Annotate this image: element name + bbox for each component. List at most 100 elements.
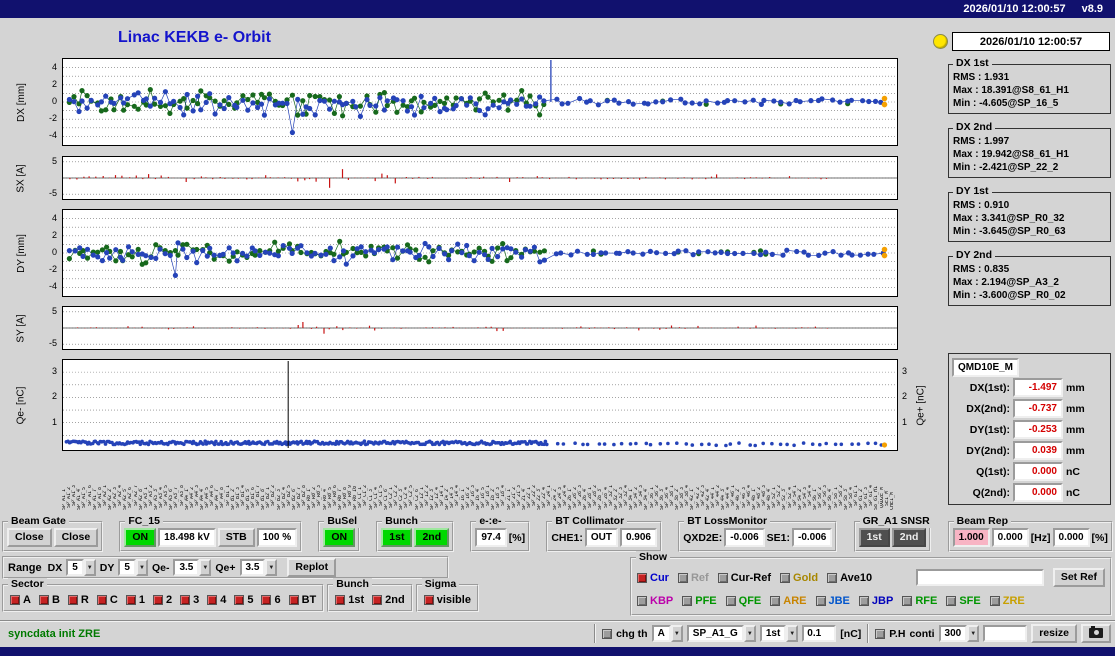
chg-th-checkbox[interactable] xyxy=(602,628,613,639)
sector-6-label: 6 xyxy=(274,594,281,606)
threshold-input[interactable] xyxy=(802,625,837,642)
show-ave10[interactable]: Ave10 xyxy=(827,572,872,584)
show-ave10-checkbox[interactable] xyxy=(827,572,838,583)
sector-a[interactable]: A xyxy=(10,594,31,606)
show-sfe[interactable]: SFE xyxy=(946,595,981,607)
gr-snsr-2nd-button[interactable]: 2nd xyxy=(891,528,927,547)
bunch-2nd-button[interactable]: 2nd xyxy=(414,528,450,547)
range-dy-select[interactable]: 5 ▼ xyxy=(118,559,148,576)
fc15-on-button[interactable]: ON xyxy=(124,528,157,547)
set-ref-button[interactable]: Set Ref xyxy=(1052,568,1105,587)
dropdown-icon: ▼ xyxy=(786,625,799,642)
fc15-stb-button[interactable]: STB xyxy=(217,528,255,547)
sector-4[interactable]: 4 xyxy=(207,594,226,606)
nc-unit-label: [nC] xyxy=(840,627,862,640)
sector-5-checkbox[interactable] xyxy=(234,595,245,605)
show-cur[interactable]: Cur xyxy=(637,572,669,584)
sector-3-checkbox[interactable] xyxy=(180,595,191,605)
show-kbp[interactable]: KBP xyxy=(637,595,673,607)
show-ref[interactable]: Ref xyxy=(677,572,709,584)
show-pfe-checkbox[interactable] xyxy=(682,595,693,606)
show-rfe[interactable]: RFE xyxy=(902,595,937,607)
sector-3[interactable]: 3 xyxy=(180,594,199,606)
range-qe-plus-select[interactable]: 3.5 ▼ xyxy=(239,559,278,576)
sector-a-checkbox[interactable] xyxy=(10,595,20,605)
bunch-1st-button[interactable]: 1st xyxy=(381,528,413,547)
qmd-label: DY(2nd): xyxy=(966,444,1010,457)
sector-2[interactable]: 2 xyxy=(152,594,172,606)
show-gold[interactable]: Gold xyxy=(780,572,818,584)
mode-select[interactable]: A ▼ xyxy=(651,625,683,642)
dy-tick: -4 xyxy=(48,281,57,292)
resize-button[interactable]: resize xyxy=(1031,624,1077,643)
sector-b-checkbox[interactable] xyxy=(38,595,49,605)
sector-1-checkbox[interactable] xyxy=(125,595,136,605)
sector-r[interactable]: R xyxy=(67,594,89,606)
range-qe-minus-select[interactable]: 3.5 ▼ xyxy=(173,559,212,576)
sector-4-checkbox[interactable] xyxy=(207,595,218,605)
show-zre[interactable]: ZRE xyxy=(989,594,1025,607)
show-are-checkbox[interactable] xyxy=(770,595,781,606)
show-are[interactable]: ARE xyxy=(770,595,807,607)
snapshot-button[interactable] xyxy=(1081,624,1111,643)
bunch-1st[interactable]: 1st xyxy=(335,594,364,606)
sigma-visible-checkbox[interactable] xyxy=(423,595,434,605)
beam-gate-close-1-button[interactable]: Close xyxy=(7,528,52,547)
qmd-unit: nC xyxy=(1066,486,1080,499)
show-cur-ref[interactable]: Cur-Ref xyxy=(717,572,771,584)
ph-checkbox[interactable] xyxy=(875,628,886,639)
beam-gate-close-2-button[interactable]: Close xyxy=(53,528,99,547)
bpm-label: CHE1_M xyxy=(889,491,895,510)
sector-c[interactable]: C xyxy=(96,594,118,606)
show-cur-checkbox[interactable] xyxy=(637,572,647,583)
gr-snsr-1st-button[interactable]: 1st xyxy=(858,528,890,547)
show-kbp-checkbox[interactable] xyxy=(637,595,647,606)
bpm-label: SP_21_1 xyxy=(506,488,512,510)
bpm-select[interactable]: SP_A1_G ▼ xyxy=(686,625,756,642)
show-jbp-checkbox[interactable] xyxy=(858,595,869,606)
show-jbp[interactable]: JBP xyxy=(858,595,893,607)
busel-on-button[interactable]: ON xyxy=(323,528,356,547)
bpm-label: SP_54_1 xyxy=(792,484,798,506)
sector-r-checkbox[interactable] xyxy=(67,595,78,605)
sector-2-checkbox[interactable] xyxy=(152,595,163,605)
aux-input[interactable] xyxy=(983,625,1028,642)
stat-box-dx-2nd: DX 2nd RMS : 1.997 Max : 19.942@S8_61_H1 Mi… xyxy=(948,121,1111,178)
bunch-2nd-checkbox[interactable] xyxy=(372,595,383,605)
show-sfe-checkbox[interactable] xyxy=(946,595,957,606)
interval-select[interactable]: 300 ▼ xyxy=(938,625,980,642)
show-qfe-checkbox[interactable] xyxy=(725,595,736,606)
timestamp-box: 2026/01/10 12:00:57 xyxy=(952,32,1110,51)
range-dx-select[interactable]: 5 ▼ xyxy=(66,559,96,576)
bunch-order-select[interactable]: 1st ▼ xyxy=(759,625,799,642)
show-pfe[interactable]: PFE xyxy=(682,595,717,607)
sector-b[interactable]: B xyxy=(38,594,60,606)
bunch-1st-checkbox[interactable] xyxy=(335,595,346,605)
bunch-2nd[interactable]: 2nd xyxy=(372,594,405,606)
show-jbe[interactable]: JBE xyxy=(815,595,850,607)
sector-bt-checkbox[interactable] xyxy=(288,595,299,605)
sector-5[interactable]: 5 xyxy=(234,594,253,606)
show-ref-checkbox[interactable] xyxy=(677,572,688,583)
set-ref-input[interactable] xyxy=(915,569,1044,586)
show-rfe-checkbox[interactable] xyxy=(902,595,913,606)
bpm-label: SP_46_2 xyxy=(736,488,742,510)
sector-c-checkbox[interactable] xyxy=(96,595,107,605)
sector-1[interactable]: 1 xyxy=(125,594,145,606)
show-qfe[interactable]: QFE xyxy=(725,595,761,607)
qmd-row: DY(2nd): 0.039 mm xyxy=(952,440,1107,461)
conti-toggle[interactable]: conti xyxy=(909,627,935,640)
sector-6[interactable]: 6 xyxy=(261,594,281,606)
sector-bt[interactable]: BT xyxy=(288,594,316,606)
show-gold-checkbox[interactable] xyxy=(780,572,791,583)
show-zre-label: ZRE xyxy=(1002,594,1025,607)
separator xyxy=(594,624,597,643)
bpm-label: SP_B1_1 xyxy=(225,484,231,506)
show-zre-checkbox[interactable] xyxy=(989,595,1000,606)
show-cur-ref-checkbox[interactable] xyxy=(717,572,728,583)
sigma-visible[interactable]: visible xyxy=(423,594,471,606)
ee-ratio-unit: [%] xyxy=(508,531,526,544)
sector-6-checkbox[interactable] xyxy=(261,595,272,605)
replot-button[interactable]: Replot xyxy=(287,558,337,577)
show-jbe-checkbox[interactable] xyxy=(815,595,826,606)
